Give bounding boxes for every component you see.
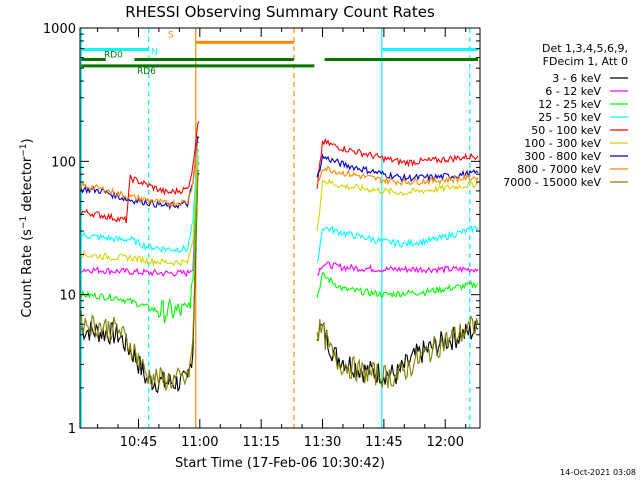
y-axis-label-mid: detector [20,156,35,216]
chart-title: RHESSI Observing Summary Count Rates [125,3,435,21]
legend-label-7: 800 - 7000 keV [517,163,601,176]
y-axis-label-main: Count Rate (s [20,229,35,318]
series-line-7 [80,141,479,208]
series-line-1 [81,160,479,278]
x-tick-label-1: 11:00 [181,435,218,450]
y-tick-label-1: 10 [59,289,76,304]
x-tick-label-4: 11:45 [365,435,402,450]
series-line-8 [80,169,479,391]
legend-label-5: 100 - 300 keV [524,137,601,150]
x-axis-label: Start Time (17-Feb-06 10:30:42) [175,456,385,471]
x-tick-label-2: 11:15 [242,435,279,450]
y-axis-label-exp1: −1 [19,216,29,229]
timestamp: 14-Oct-2021 03:08 [560,468,636,477]
legend-label-4: 50 - 100 keV [531,124,601,137]
data-series [80,120,479,394]
legend-label-6: 300 - 800 keV [524,150,601,163]
series-line-2 [80,160,479,324]
y-tick-label-3: 1000 [43,22,76,37]
x-tick-label-3: 11:30 [304,435,341,450]
axes: 1 10 100 1000 10:45 11:00 11:15 11:30 11:45 12:00 [43,22,480,450]
legend-header-1: FDecim 1, Att 0 [543,55,628,68]
x-tick-label-5: 12:00 [427,435,464,450]
y-tick-label-2: 100 [51,155,76,170]
y-axis-label-exp2: −1 [19,143,29,156]
legend-label-2: 12 - 25 keV [538,98,601,111]
y-axis-label-end: ) [20,138,35,143]
y-axis-label: Count Rate (s−1 detector−1) [19,138,35,317]
state-bars: NS RD0 RD6 [81,30,478,77]
state-bar-label-n: N [151,47,158,57]
plot-frame [79,27,481,429]
x-tick-label-0: 10:45 [120,435,157,450]
legend: Det 1,3,4,5,6,9,FDecim 1, Att 0 3 - 6 keV… [503,42,628,189]
state-bar-label-rd6: RD6 [137,67,156,77]
series-line-4 [80,120,479,224]
legend-label-8: 7000 - 15000 keV [503,176,601,189]
legend-header-0: Det 1,3,4,5,6,9, [542,42,628,55]
series-line-3 [80,148,479,263]
legend-label-0: 3 - 6 keV [552,72,601,85]
state-bar-label-s: S [168,30,174,40]
state-bar-label-rd0: RD0 [104,51,123,61]
legend-label-1: 6 - 12 keV [545,85,601,98]
legend-label-3: 25 - 50 keV [538,111,601,124]
y-tick-label-0: 1 [68,422,76,437]
series-line-5 [81,155,479,267]
